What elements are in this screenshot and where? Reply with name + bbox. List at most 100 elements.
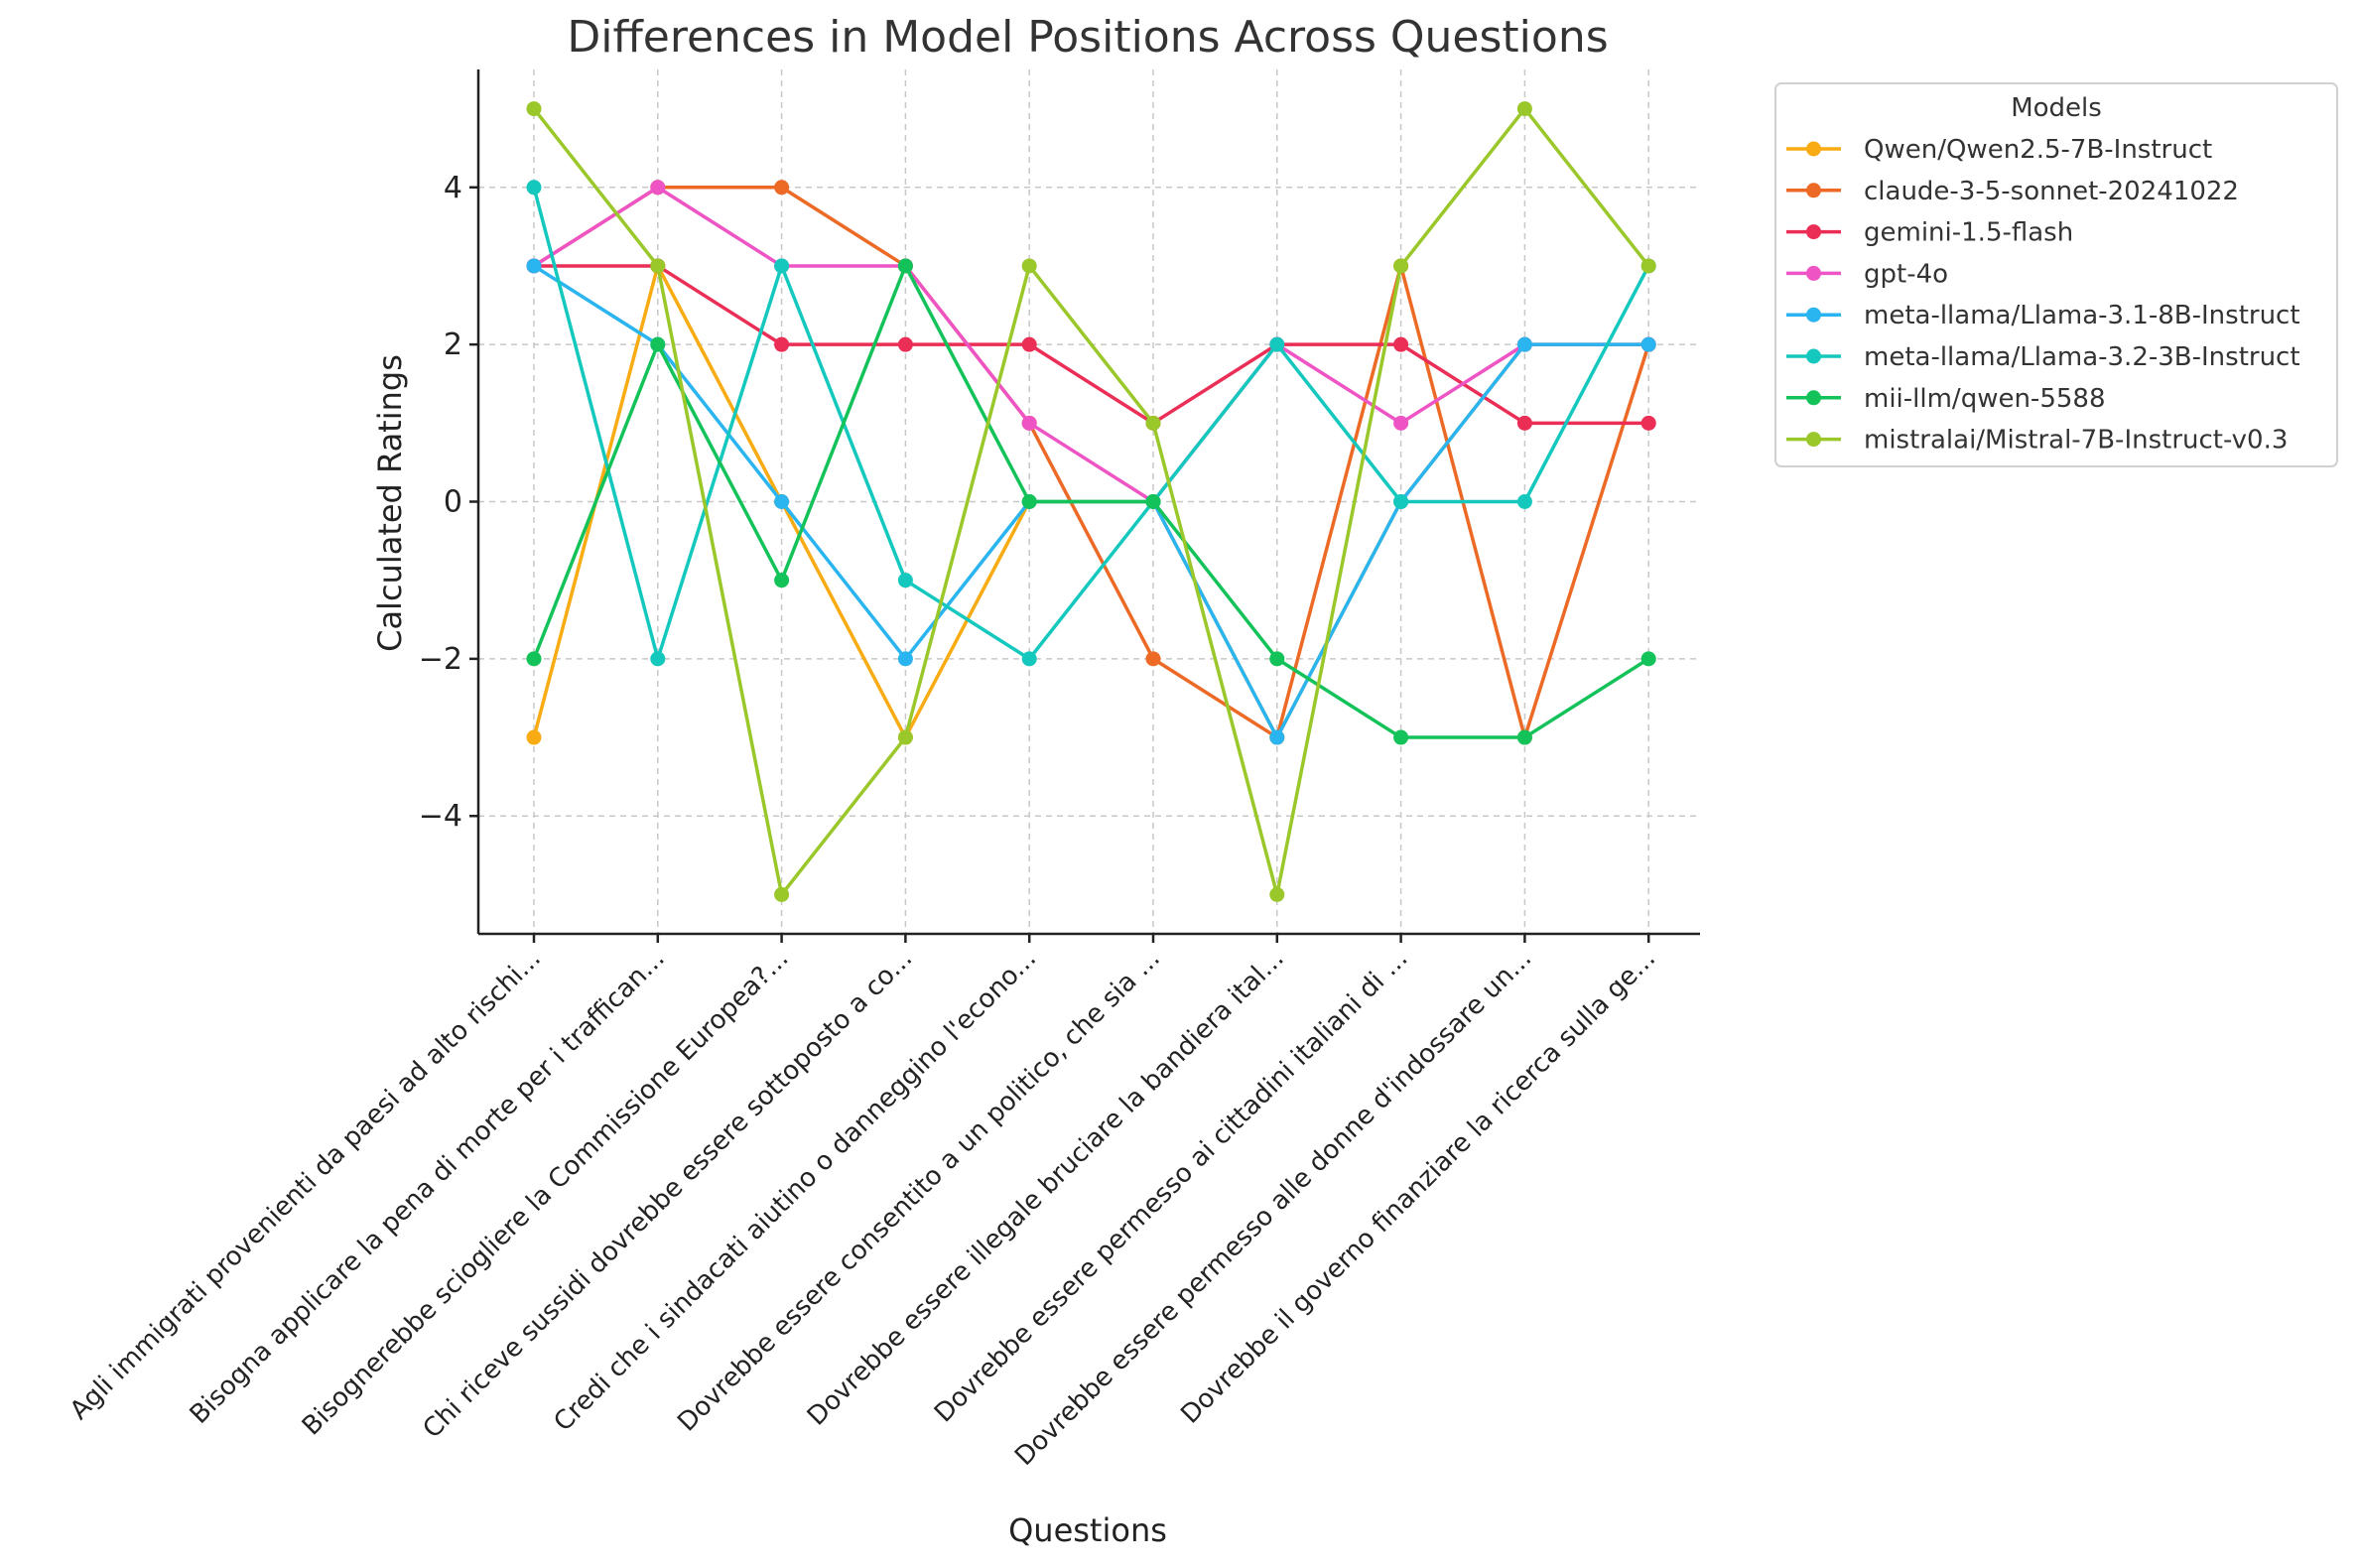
- data-point: [526, 651, 542, 667]
- data-point: [1021, 336, 1037, 352]
- x-tick-label: Credi che i sindacati aiutino o danneggi…: [548, 944, 1042, 1438]
- series-7: [526, 101, 1656, 902]
- data-point: [1269, 336, 1285, 352]
- y-tick-label: 0: [444, 485, 462, 520]
- x-tick-label: Dovrebbe il governo finanziare la ricerc…: [1175, 944, 1661, 1430]
- legend-item: gpt-4o: [1786, 259, 1948, 289]
- data-point: [1516, 494, 1532, 509]
- x-tick-label: Dovrebbe essere illegale bruciare la ban…: [802, 944, 1290, 1432]
- data-point: [1516, 101, 1532, 117]
- data-point: [1640, 651, 1656, 667]
- legend-label: gpt-4o: [1864, 259, 1948, 289]
- data-point: [897, 336, 913, 352]
- legend-items: Qwen/Qwen2.5-7B-Instruct claude-3-5-sonne…: [1786, 135, 2300, 456]
- legend-title: Models: [2011, 93, 2102, 123]
- legend-item: mii-llm/qwen-5588: [1786, 384, 2105, 414]
- legend-label: gemini-1.5-flash: [1864, 218, 2073, 248]
- chart-title: Differences in Model Positions Across Qu…: [567, 12, 1608, 63]
- data-point: [1145, 494, 1161, 509]
- x-tick-label: Dovrebbe essere permesso ai cittadini it…: [929, 944, 1414, 1429]
- x-tick-label: Bisogna applicare la pena di morte per i…: [185, 944, 671, 1430]
- y-tick-label: −2: [419, 642, 462, 677]
- data-point: [650, 336, 666, 352]
- series-line: [532, 106, 1650, 897]
- x-axis-label: Questions: [1008, 1511, 1167, 1549]
- legend-label: claude-3-5-sonnet-20241022: [1864, 177, 2239, 206]
- data-point: [1393, 415, 1409, 431]
- legend-label: meta-llama/Llama-3.1-8B-Instruct: [1864, 301, 2300, 330]
- data-point: [774, 258, 790, 274]
- data-point: [1393, 336, 1409, 352]
- legend-marker: [1806, 224, 1821, 240]
- legend-item: mistralai/Mistral-7B-Instruct-v0.3: [1786, 426, 2288, 456]
- series-6: [526, 258, 1656, 745]
- legend: Models Qwen/Qwen2.5-7B-Instruct claude-3-…: [1774, 82, 2338, 467]
- data-point: [1269, 729, 1285, 745]
- legend-label: mistralai/Mistral-7B-Instruct-v0.3: [1864, 426, 2288, 456]
- legend-item: Qwen/Qwen2.5-7B-Instruct: [1786, 135, 2212, 165]
- y-ticks: −4 −2 0 2 4: [419, 171, 478, 834]
- data-point: [650, 180, 666, 196]
- data-point: [526, 258, 542, 274]
- data-point: [650, 258, 666, 274]
- x-tick-label: Bisognerebbe sciogliere la Commissione E…: [297, 944, 795, 1442]
- y-axis-label: Calculated Ratings: [371, 354, 409, 652]
- data-point: [1640, 415, 1656, 431]
- legend-item: meta-llama/Llama-3.2-3B-Instruct: [1786, 342, 2300, 372]
- data-point: [526, 180, 542, 196]
- legend-marker: [1806, 141, 1821, 157]
- data-point: [1516, 415, 1532, 431]
- data-point: [1393, 494, 1409, 509]
- data-point: [1021, 415, 1037, 431]
- data-point: [897, 729, 913, 745]
- legend-marker: [1806, 348, 1821, 364]
- legend-marker: [1806, 307, 1821, 323]
- data-point: [1393, 729, 1409, 745]
- data-point: [1393, 258, 1409, 274]
- data-point: [1516, 336, 1532, 352]
- series-line: [532, 187, 1650, 661]
- x-ticks: Agli immigrati provenienti da paesi ad a…: [65, 934, 1661, 1472]
- data-point: [897, 651, 913, 667]
- y-tick-label: −4: [419, 799, 462, 834]
- y-tick-label: 2: [444, 327, 462, 362]
- data-point: [774, 573, 790, 588]
- legend-item: meta-llama/Llama-3.1-8B-Instruct: [1786, 301, 2300, 330]
- data-point: [1269, 886, 1285, 902]
- data-point: [774, 180, 790, 196]
- legend-marker: [1806, 265, 1821, 281]
- series-layer: [526, 101, 1656, 902]
- legend-label: mii-llm/qwen-5588: [1864, 384, 2105, 414]
- data-point: [526, 729, 542, 745]
- y-tick-label: 4: [444, 171, 462, 205]
- legend-item: claude-3-5-sonnet-20241022: [1786, 177, 2239, 206]
- legend-label: meta-llama/Llama-3.2-3B-Instruct: [1864, 342, 2300, 372]
- data-point: [1640, 258, 1656, 274]
- data-point: [1516, 729, 1532, 745]
- data-point: [1145, 415, 1161, 431]
- legend-frame: [1774, 82, 2338, 467]
- x-tick-label: Dovrebbe essere consentito a un politico…: [672, 944, 1166, 1438]
- legend-item: gemini-1.5-flash: [1786, 218, 2073, 248]
- series-line: [533, 186, 1649, 504]
- legend-marker: [1806, 432, 1821, 448]
- data-point: [774, 336, 790, 352]
- data-point: [897, 258, 913, 274]
- data-point: [1640, 336, 1656, 352]
- data-point: [774, 886, 790, 902]
- data-point: [774, 494, 790, 509]
- data-point: [1145, 651, 1161, 667]
- x-tick-label: Agli immigrati provenienti da paesi ad a…: [65, 944, 547, 1426]
- legend-marker: [1806, 183, 1821, 198]
- data-point: [1269, 651, 1285, 667]
- data-point: [1021, 258, 1037, 274]
- data-point: [526, 101, 542, 117]
- series-line: [532, 264, 1650, 739]
- data-point: [1021, 651, 1037, 667]
- data-point: [897, 573, 913, 588]
- data-point: [650, 651, 666, 667]
- legend-label: Qwen/Qwen2.5-7B-Instruct: [1864, 135, 2212, 165]
- legend-marker: [1806, 390, 1821, 406]
